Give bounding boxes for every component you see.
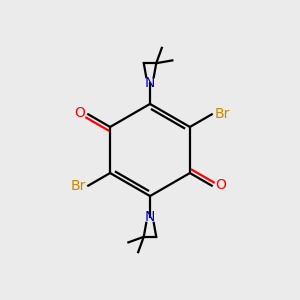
Text: O: O <box>74 106 85 120</box>
Text: Br: Br <box>70 179 86 193</box>
Text: Br: Br <box>214 107 230 121</box>
Text: O: O <box>215 178 226 192</box>
Text: N: N <box>145 211 155 224</box>
Text: N: N <box>145 76 155 89</box>
